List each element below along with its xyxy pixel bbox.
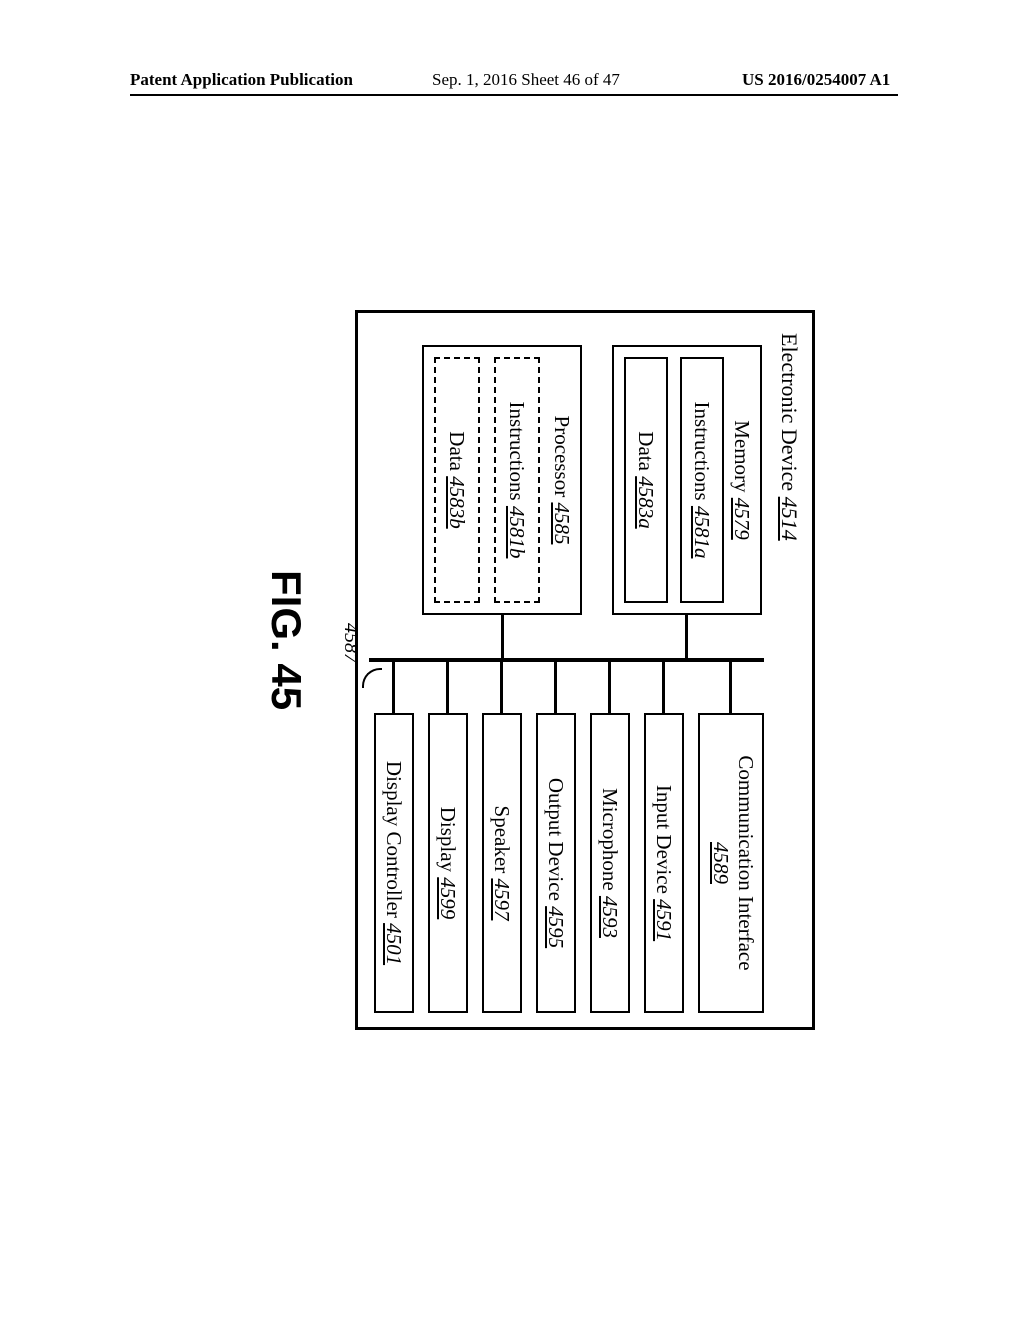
comm-interface-label: Communication Interface bbox=[734, 755, 758, 970]
speaker-ref: 4597 bbox=[490, 878, 514, 920]
dispctl-bus-connector bbox=[393, 662, 396, 713]
speaker-label: Speaker bbox=[490, 806, 514, 874]
instructions-b-label: Instructions bbox=[505, 402, 529, 501]
instructions-b-box: Instructions 4581b bbox=[494, 357, 540, 603]
processor-bus-connector bbox=[502, 615, 505, 659]
instructions-b-ref: 4581b bbox=[505, 506, 529, 559]
processor-box: Processor 4585 Instructions 4581b Data 4… bbox=[422, 345, 582, 615]
data-a-box: Data 4583a bbox=[624, 357, 668, 603]
display-controller-label: Display Controller bbox=[382, 761, 406, 918]
input-device-ref: 4591 bbox=[652, 899, 676, 941]
memory-ref: 4579 bbox=[730, 498, 754, 540]
electronic-device-ref: 4514 bbox=[777, 497, 802, 541]
figure-wrap: Electronic Device 4514 4587 Memory 4579 … bbox=[160, 340, 860, 1040]
instructions-a-box: Instructions 4581a bbox=[680, 357, 724, 603]
data-a-ref: 4583a bbox=[634, 476, 658, 529]
display-bus-connector bbox=[447, 662, 450, 713]
patent-page: Patent Application Publication Sep. 1, 2… bbox=[0, 0, 1024, 1320]
processor-label: Processor bbox=[550, 416, 574, 498]
output-bus-connector bbox=[555, 662, 558, 713]
microphone-label: Microphone bbox=[598, 788, 622, 891]
instructions-a-ref: 4581a bbox=[690, 506, 714, 559]
comm-interface-ref: 4589 bbox=[709, 842, 733, 884]
electronic-device-title: Electronic Device 4514 bbox=[776, 333, 802, 541]
microphone-ref: 4593 bbox=[598, 896, 622, 938]
display-label: Display bbox=[436, 807, 460, 872]
comm-interface-box: Communication Interface 4589 bbox=[698, 713, 764, 1013]
system-bus bbox=[369, 658, 764, 662]
microphone-box: Microphone 4593 bbox=[590, 713, 630, 1013]
memory-bus-connector bbox=[686, 615, 689, 659]
data-b-label: Data bbox=[445, 431, 469, 471]
input-device-box: Input Device 4591 bbox=[644, 713, 684, 1013]
processor-title: Processor 4585 bbox=[549, 347, 580, 613]
comm-bus-connector bbox=[730, 662, 733, 713]
header-center: Sep. 1, 2016 Sheet 46 of 47 bbox=[432, 70, 620, 90]
processor-ref: 4585 bbox=[550, 502, 574, 544]
data-b-ref: 4583b bbox=[445, 476, 469, 529]
electronic-device-label: Electronic Device bbox=[777, 333, 802, 491]
speaker-bus-connector bbox=[501, 662, 504, 713]
output-device-ref: 4595 bbox=[544, 906, 568, 948]
header-right: US 2016/0254007 A1 bbox=[742, 70, 890, 90]
display-controller-box: Display Controller 4501 bbox=[374, 713, 414, 1013]
header-rule bbox=[130, 94, 898, 96]
display-box: Display 4599 bbox=[428, 713, 468, 1013]
figure-title: FIG. 45 bbox=[262, 570, 310, 710]
bus-ref: 4587 bbox=[339, 623, 362, 663]
header-left: Patent Application Publication bbox=[130, 70, 353, 90]
input-device-label: Input Device bbox=[652, 785, 676, 894]
electronic-device-box: Electronic Device 4514 4587 Memory 4579 … bbox=[355, 310, 815, 1030]
bus-ref-arc bbox=[362, 668, 382, 688]
data-b-box: Data 4583b bbox=[434, 357, 480, 603]
mic-bus-connector bbox=[609, 662, 612, 713]
output-device-box: Output Device 4595 bbox=[536, 713, 576, 1013]
instructions-a-label: Instructions bbox=[690, 402, 714, 501]
output-device-label: Output Device bbox=[544, 778, 568, 901]
figure-45: Electronic Device 4514 4587 Memory 4579 … bbox=[185, 290, 835, 1090]
display-controller-ref: 4501 bbox=[382, 923, 406, 965]
speaker-box: Speaker 4597 bbox=[482, 713, 522, 1013]
data-a-label: Data bbox=[634, 431, 658, 471]
memory-label: Memory bbox=[730, 420, 754, 492]
input-bus-connector bbox=[663, 662, 666, 713]
memory-title: Memory 4579 bbox=[729, 347, 760, 613]
memory-box: Memory 4579 Instructions 4581a Data 4583… bbox=[612, 345, 762, 615]
display-ref: 4599 bbox=[436, 877, 460, 919]
